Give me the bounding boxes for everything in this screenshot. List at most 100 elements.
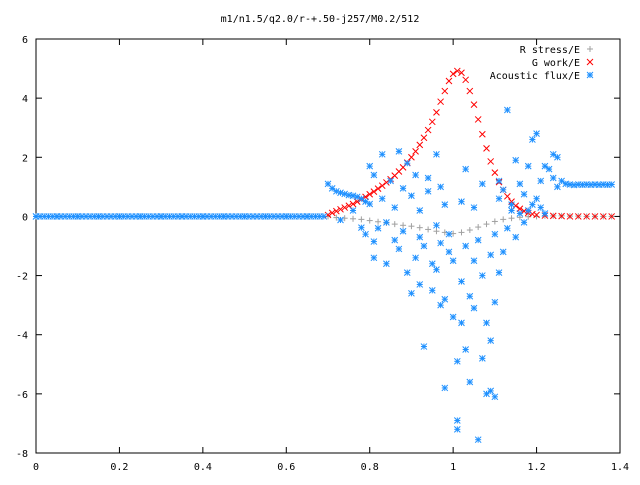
legend-label: R stress/E bbox=[520, 45, 580, 56]
data-point bbox=[428, 260, 436, 268]
data-point bbox=[399, 184, 407, 192]
data-point bbox=[424, 174, 432, 182]
data-point bbox=[370, 238, 378, 245]
data-point bbox=[512, 156, 520, 164]
y-tick-label: -4 bbox=[16, 331, 28, 342]
data-point bbox=[491, 230, 499, 238]
data-point bbox=[328, 184, 336, 192]
data-point bbox=[433, 228, 440, 235]
data-point bbox=[524, 207, 532, 214]
data-point bbox=[458, 278, 465, 285]
data-point bbox=[504, 224, 511, 232]
data-point bbox=[437, 301, 444, 309]
data-point bbox=[408, 153, 415, 161]
x-tick-label: 1.4 bbox=[611, 462, 629, 473]
data-point bbox=[366, 200, 374, 208]
data-point bbox=[374, 224, 382, 232]
data-point bbox=[495, 195, 503, 203]
data-point bbox=[478, 130, 486, 138]
y-tick-label: -8 bbox=[16, 449, 28, 460]
data-point bbox=[378, 150, 386, 158]
data-point bbox=[408, 223, 415, 230]
data-point bbox=[478, 272, 486, 279]
data-point bbox=[516, 210, 524, 217]
data-point bbox=[416, 224, 423, 231]
data-point bbox=[549, 150, 557, 158]
data-point bbox=[353, 198, 361, 205]
data-point bbox=[470, 204, 478, 211]
y-tick-label: 4 bbox=[22, 94, 28, 105]
data-point bbox=[391, 236, 399, 244]
data-point bbox=[537, 204, 545, 211]
legend: R stress/E G work/E Acoustic flux/E bbox=[490, 45, 594, 82]
data-point bbox=[441, 201, 449, 208]
data-point bbox=[608, 181, 616, 188]
data-point bbox=[458, 198, 465, 205]
y-tick-label: -2 bbox=[16, 272, 28, 283]
data-point bbox=[412, 171, 419, 179]
data-point bbox=[478, 355, 486, 362]
data-point bbox=[508, 201, 515, 208]
data-point bbox=[378, 195, 386, 203]
data-point bbox=[508, 207, 515, 214]
data-point bbox=[541, 210, 549, 217]
data-point bbox=[495, 177, 503, 185]
data-point bbox=[391, 221, 398, 228]
data-point bbox=[437, 183, 444, 191]
data-point bbox=[558, 212, 565, 220]
data-point bbox=[445, 248, 453, 256]
data-point bbox=[483, 221, 490, 228]
data-point bbox=[562, 180, 570, 188]
data-point bbox=[316, 213, 324, 220]
data-point bbox=[449, 70, 457, 78]
series-3-baseline bbox=[32, 213, 324, 220]
data-point bbox=[483, 145, 490, 152]
data-point bbox=[391, 204, 399, 211]
data-point bbox=[537, 177, 545, 185]
data-point bbox=[437, 239, 444, 247]
legend-marker bbox=[586, 58, 594, 66]
data-point bbox=[470, 101, 478, 109]
data-point bbox=[504, 106, 511, 114]
data-point bbox=[370, 171, 378, 179]
data-point bbox=[512, 233, 520, 241]
data-point bbox=[425, 226, 432, 233]
data-point bbox=[341, 190, 349, 198]
legend-label: G work/E bbox=[532, 58, 580, 69]
data-point bbox=[332, 207, 340, 215]
data-point bbox=[374, 185, 382, 192]
data-point bbox=[554, 183, 561, 191]
data-point bbox=[433, 108, 440, 116]
data-point bbox=[366, 217, 373, 224]
data-point bbox=[416, 281, 424, 288]
data-point bbox=[428, 287, 436, 294]
data-point bbox=[462, 76, 470, 84]
data-point bbox=[324, 211, 332, 219]
data-point bbox=[549, 174, 557, 182]
data-point bbox=[483, 390, 490, 398]
data-point bbox=[449, 257, 457, 265]
data-point bbox=[533, 130, 540, 137]
data-point bbox=[462, 165, 470, 173]
data-point bbox=[574, 213, 582, 220]
axis-ticks: 0 0.2 0.4 0.6 0.8 1 1.2 1.4 -8 -6 -4 -2 0 2 4 6 bbox=[16, 35, 629, 473]
data-point bbox=[558, 177, 565, 185]
data-point bbox=[487, 387, 495, 395]
x-tick-label: 1 bbox=[450, 462, 456, 473]
data-point bbox=[458, 319, 465, 327]
data-point bbox=[433, 150, 440, 158]
data-point bbox=[478, 180, 486, 188]
data-point bbox=[424, 126, 432, 134]
x-tick-label: 0.4 bbox=[194, 462, 212, 473]
legend-label: Acoustic flux/E bbox=[490, 71, 580, 82]
data-point bbox=[370, 254, 378, 262]
data-point bbox=[608, 213, 616, 220]
data-point bbox=[337, 216, 344, 224]
data-point bbox=[349, 192, 357, 200]
data-point bbox=[462, 346, 470, 353]
data-point bbox=[495, 269, 503, 276]
data-point bbox=[453, 417, 461, 424]
data-point bbox=[504, 192, 511, 200]
data-point bbox=[420, 134, 428, 142]
